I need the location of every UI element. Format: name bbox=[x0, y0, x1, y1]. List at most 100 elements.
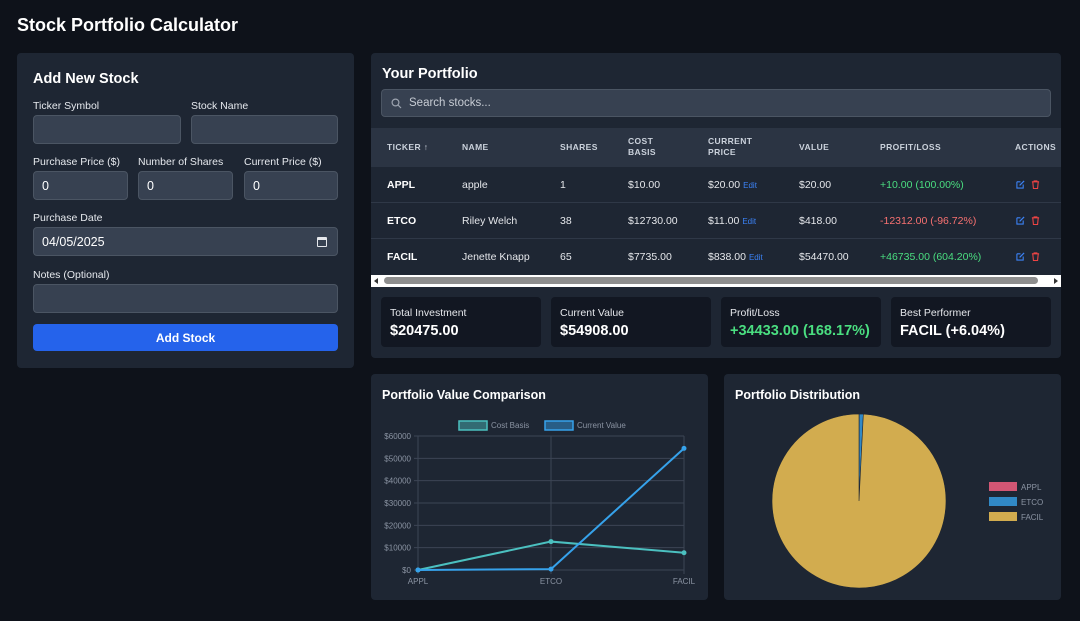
x-tick-label: ETCO bbox=[540, 577, 562, 586]
date-value: 04/05/2025 bbox=[42, 234, 105, 249]
price-value: $11.00 bbox=[708, 215, 740, 227]
edit-icon[interactable] bbox=[1016, 252, 1025, 261]
profit-loss-value: +34433.00 (168.17%) bbox=[730, 323, 870, 339]
value-comparison-panel: Portfolio Value Comparison $0 $10000 $2000… bbox=[371, 374, 708, 600]
purchase-date-input[interactable]: 04/05/2025 bbox=[33, 227, 338, 256]
ticker-label: Ticker Symbol bbox=[33, 100, 100, 112]
distribution-panel: Portfolio Distribution APPL ETCO FACIL bbox=[724, 374, 1061, 600]
purchase-price-input[interactable]: 0 bbox=[33, 171, 128, 200]
cell-name: Riley Welch bbox=[462, 215, 518, 227]
col-name[interactable]: NAME bbox=[462, 142, 489, 152]
form-title: Add New Stock bbox=[33, 71, 139, 87]
best-performer-card: Best Performer FACIL (+6.04%) bbox=[891, 297, 1051, 347]
price-value: $838.00 bbox=[708, 251, 746, 263]
search-icon bbox=[391, 98, 402, 109]
search-placeholder: Search stocks... bbox=[409, 97, 491, 109]
legend-label: Current Value bbox=[577, 421, 626, 430]
col-cost-basis[interactable]: COST BASIS bbox=[628, 136, 656, 158]
legend-label: Cost Basis bbox=[491, 421, 529, 430]
trash-icon[interactable] bbox=[1031, 216, 1040, 225]
total-investment-value: $20475.00 bbox=[390, 323, 459, 339]
cell-cost: $12730.00 bbox=[628, 215, 678, 227]
edit-icon[interactable] bbox=[1016, 216, 1025, 225]
col-cost-line1: COST bbox=[628, 136, 654, 146]
col-ticker[interactable]: TICKER ↑ bbox=[387, 142, 429, 152]
cell-value: $20.00 bbox=[799, 179, 832, 191]
scroll-right-icon[interactable] bbox=[1054, 278, 1058, 284]
legend-label: ETCO bbox=[1021, 498, 1043, 507]
y-tick-label: $20000 bbox=[384, 521, 411, 530]
legend-swatch bbox=[989, 482, 1017, 491]
purchase-date-label: Purchase Date bbox=[33, 212, 103, 224]
cell-shares: 1 bbox=[560, 179, 566, 191]
cell-price: $20.00 Edit bbox=[708, 179, 757, 191]
search-input[interactable]: Search stocks... bbox=[381, 89, 1051, 117]
horizontal-scrollbar[interactable] bbox=[371, 275, 1061, 287]
portfolio-panel: Your Portfolio Search stocks... TICKER ↑… bbox=[371, 53, 1061, 358]
add-stock-button[interactable]: Add Stock bbox=[33, 324, 338, 351]
legend-swatch bbox=[544, 420, 574, 431]
ticker-input[interactable] bbox=[33, 115, 181, 144]
app-title: Stock Portfolio Calculator bbox=[17, 15, 239, 35]
col-shares[interactable]: SHARES bbox=[560, 142, 598, 152]
table-row: FACIL Jenette Knapp 65 $7735.00 $838.00 E… bbox=[371, 239, 1061, 275]
col-current-line1: CURRENT bbox=[708, 136, 753, 146]
current-price-input[interactable]: 0 bbox=[244, 171, 338, 200]
pie-chart: APPL ETCO FACIL bbox=[771, 413, 1044, 589]
edit-price-link[interactable]: Edit bbox=[743, 181, 757, 190]
scroll-left-icon[interactable] bbox=[374, 278, 378, 284]
edit-price-link[interactable]: Edit bbox=[742, 217, 757, 226]
cell-profit-loss: +10.00 (100.00%) bbox=[880, 179, 964, 191]
cell-cost: $7735.00 bbox=[628, 251, 672, 263]
shares-input[interactable]: 0 bbox=[138, 171, 233, 200]
y-tick-label: $30000 bbox=[384, 499, 411, 508]
price-value: $20.00 bbox=[708, 179, 741, 191]
cell-name: apple bbox=[462, 179, 488, 191]
best-performer-label: Best Performer bbox=[900, 307, 971, 319]
data-point bbox=[548, 539, 554, 545]
current-value-label: Current Value bbox=[560, 307, 625, 319]
add-stock-panel: Add New Stock Ticker Symbol Stock Name P… bbox=[17, 53, 354, 368]
total-investment-card: Total Investment $20475.00 bbox=[381, 297, 541, 347]
notes-input[interactable] bbox=[33, 284, 338, 313]
col-value[interactable]: VALUE bbox=[799, 142, 830, 152]
cell-value: $54470.00 bbox=[799, 251, 849, 263]
cell-ticker: APPL bbox=[387, 179, 416, 191]
cell-name: Jenette Knapp bbox=[462, 251, 530, 263]
cell-shares: 38 bbox=[560, 215, 572, 227]
cell-ticker: ETCO bbox=[387, 215, 417, 227]
stock-name-input[interactable] bbox=[191, 115, 338, 144]
col-actions: ACTIONS bbox=[1015, 142, 1057, 152]
scroll-thumb[interactable] bbox=[384, 277, 1038, 284]
current-value-card: Current Value $54908.00 bbox=[551, 297, 711, 347]
legend-label: APPL bbox=[1021, 483, 1042, 492]
x-tick-label: APPL bbox=[408, 577, 429, 586]
cell-price: $11.00 Edit bbox=[708, 215, 756, 227]
col-current-price[interactable]: CURRENT PRICE bbox=[708, 136, 752, 158]
line-chart-title: Portfolio Value Comparison bbox=[382, 388, 546, 402]
line-chart: $0 $10000 $20000 $30000 $40000 $50000 $60000 AP… bbox=[384, 420, 696, 586]
portfolio-title: Your Portfolio bbox=[382, 66, 478, 82]
current-value-value: $54908.00 bbox=[560, 323, 629, 339]
cell-ticker: FACIL bbox=[387, 251, 418, 263]
cell-value: $418.00 bbox=[799, 215, 837, 227]
col-profit-loss[interactable]: PROFIT/LOSS bbox=[880, 142, 942, 152]
cell-profit-loss: -12312.00 (-96.72%) bbox=[880, 215, 977, 227]
col-current-line2: PRICE bbox=[708, 147, 736, 157]
data-point bbox=[681, 445, 687, 451]
edit-icon[interactable] bbox=[1016, 180, 1025, 189]
data-point bbox=[681, 550, 687, 556]
col-cost-line2: BASIS bbox=[628, 147, 656, 157]
cell-profit-loss: +46735.00 (604.20%) bbox=[880, 251, 982, 263]
trash-icon[interactable] bbox=[1031, 252, 1040, 261]
calendar-icon[interactable] bbox=[317, 237, 327, 247]
x-tick-label: FACIL bbox=[673, 577, 696, 586]
y-tick-label: $50000 bbox=[384, 454, 411, 463]
purchase-price-label: Purchase Price ($) bbox=[33, 156, 120, 168]
edit-price-link[interactable]: Edit bbox=[748, 253, 763, 262]
trash-icon[interactable] bbox=[1031, 180, 1040, 189]
shares-label: Number of Shares bbox=[138, 156, 224, 168]
y-tick-label: $0 bbox=[402, 566, 411, 575]
pie-chart-title: Portfolio Distribution bbox=[735, 388, 860, 402]
y-tick-label: $60000 bbox=[384, 432, 411, 441]
